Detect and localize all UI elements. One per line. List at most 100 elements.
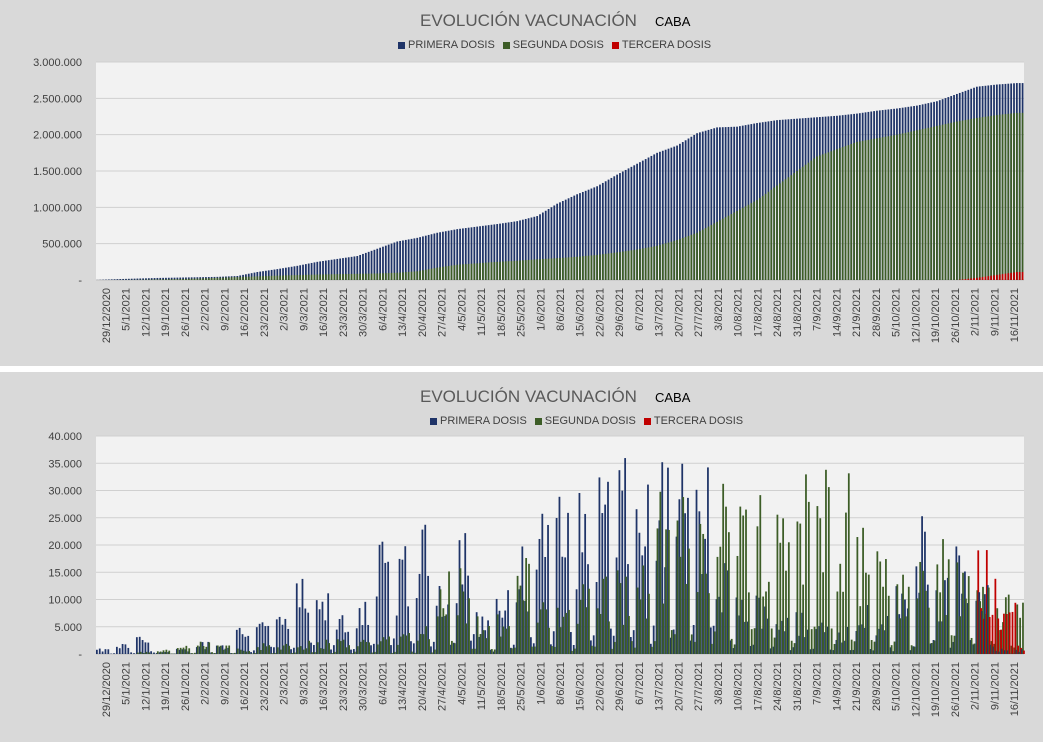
bar-primera-dosis (479, 226, 481, 280)
bar-segunda-dosis (905, 616, 907, 654)
bar-segunda-dosis (973, 118, 975, 280)
bar-segunda-dosis (707, 226, 710, 280)
x-tick-label: 9/3/2021 (298, 662, 310, 705)
bar-primera-dosis (624, 169, 627, 280)
bar-primera-dosis (332, 645, 335, 654)
bar-primera-dosis (364, 601, 367, 654)
bar-primera-dosis (692, 625, 695, 654)
bar-primera-dosis (233, 653, 235, 654)
bar-primera-dosis (530, 637, 532, 654)
bar-primera-dosis (516, 221, 519, 280)
bar-primera-dosis (167, 652, 170, 654)
bar-segunda-dosis (145, 651, 148, 654)
bar-segunda-dosis (139, 651, 142, 654)
bar-primera-dosis (290, 649, 292, 654)
x-tick-label: 13/7/2021 (654, 288, 666, 337)
bar-primera-dosis (273, 647, 275, 654)
bar-segunda-dosis (282, 275, 284, 280)
bar-primera-dosis (969, 640, 972, 654)
chart-legend: PRIMERA DOSIS SEGUNDA DOSIS TERCERA DOSI… (398, 39, 711, 51)
bar-segunda-dosis (293, 275, 296, 280)
bar-primera-dosis (107, 649, 110, 654)
bar-primera-dosis (155, 653, 158, 654)
x-tick-label: 10/8/2021 (733, 288, 745, 337)
bar-primera-dosis (693, 134, 696, 280)
bar-primera-dosis (498, 610, 501, 654)
bar-segunda-dosis (556, 258, 559, 280)
bar-segunda-dosis (276, 275, 279, 280)
bar-primera-dosis (573, 195, 576, 280)
bar-segunda-dosis (453, 265, 456, 280)
bar-primera-dosis (362, 253, 364, 280)
bar-primera-dosis (704, 538, 706, 654)
bar-segunda-dosis (953, 635, 956, 654)
bar-segunda-dosis (256, 647, 259, 654)
bar-segunda-dosis (402, 272, 404, 280)
bar-segunda-dosis (990, 115, 993, 281)
bar-primera-dosis (601, 182, 604, 280)
bar-segunda-dosis (1016, 604, 1019, 654)
x-tick-label: 27/7/2021 (693, 288, 705, 337)
bar-segunda-dosis (324, 274, 327, 280)
bar-primera-dosis (304, 608, 307, 654)
bar-primera-dosis (635, 509, 638, 654)
bar-primera-dosis (632, 630, 635, 654)
bar-tercera-dosis (961, 279, 964, 280)
bar-segunda-dosis (590, 255, 593, 280)
bar-primera-dosis (576, 194, 579, 280)
bar-primera-dosis (701, 131, 704, 280)
bar-segunda-dosis (753, 201, 756, 280)
bar-segunda-dosis (679, 238, 681, 280)
bar-primera-dosis (361, 625, 364, 654)
bar-segunda-dosis (1019, 617, 1022, 654)
x-tick-label: 21/9/2021 (851, 662, 863, 711)
bar-segunda-dosis (259, 650, 262, 654)
bar-segunda-dosis (211, 652, 213, 654)
bar-primera-dosis (284, 267, 287, 280)
bar-segunda-dosis (219, 277, 222, 280)
bar-segunda-dosis (642, 565, 645, 654)
bar-primera-dosis (524, 600, 527, 654)
bar-segunda-dosis (302, 649, 305, 654)
bar-tercera-dosis (990, 275, 993, 280)
bar-primera-dosis (972, 644, 975, 654)
bar-segunda-dosis (305, 648, 308, 654)
bar-primera-dosis (564, 199, 567, 280)
bar-segunda-dosis (462, 264, 464, 280)
bar-segunda-dosis (727, 532, 730, 654)
x-tick-label: 16/11/2021 (1009, 662, 1021, 716)
bar-segunda-dosis (513, 260, 516, 280)
bar-primera-dosis (113, 653, 115, 654)
bar-primera-dosis (367, 624, 370, 654)
bar-segunda-dosis (239, 649, 242, 654)
bar-segunda-dosis (327, 274, 330, 280)
bar-tercera-dosis (1001, 274, 1004, 280)
bar-segunda-dosis (950, 635, 953, 654)
bar-segunda-dosis (858, 141, 861, 280)
bar-segunda-dosis (310, 274, 313, 280)
bar-primera-dosis (752, 644, 755, 654)
x-tick-label: 4/5/2021 (456, 662, 468, 705)
bar-segunda-dosis (485, 638, 488, 654)
bar-primera-dosis (296, 265, 299, 280)
bar-segunda-dosis (945, 615, 947, 654)
bar-segunda-dosis (308, 640, 311, 654)
legend-swatch-primera (430, 417, 437, 425)
bar-primera-dosis (493, 224, 496, 280)
bar-segunda-dosis (499, 636, 502, 654)
bar-primera-dosis (358, 608, 361, 654)
bar-primera-dosis (909, 650, 912, 654)
bar-primera-dosis (490, 224, 493, 280)
bar-primera-dosis (221, 645, 224, 654)
bar-primera-dosis (544, 556, 547, 654)
bar-primera-dosis (664, 149, 667, 280)
bar-segunda-dosis (710, 224, 713, 280)
bar-segunda-dosis (430, 268, 433, 280)
bar-segunda-dosis (296, 647, 299, 654)
bar-segunda-dosis (776, 514, 779, 654)
bar-segunda-dosis (179, 279, 182, 280)
bar-segunda-dosis (739, 209, 741, 280)
bar-segunda-dosis (693, 641, 696, 654)
bar-segunda-dosis (941, 124, 944, 280)
bar-segunda-dosis (333, 651, 336, 654)
